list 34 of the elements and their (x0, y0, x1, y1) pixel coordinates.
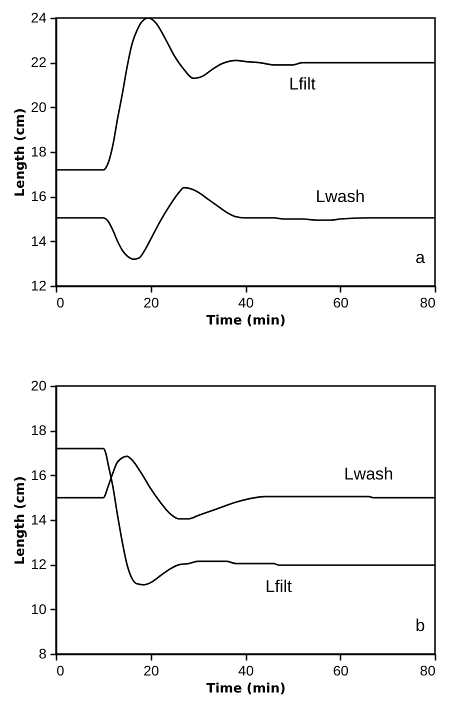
series-label: Lfilt (265, 577, 292, 596)
series-label: Lwash (316, 187, 365, 206)
x-tick-label: 0 (56, 294, 64, 310)
y-tick-label: 18 (30, 144, 47, 160)
x-tick-label: 60 (332, 294, 349, 310)
y-tick-label: 18 (30, 422, 47, 438)
x-axis-title: Time (min) (206, 682, 286, 696)
y-tick-label: 24 (30, 10, 47, 26)
y-tick-label: 16 (30, 188, 47, 204)
y-tick-label: 10 (30, 600, 47, 617)
y-tick-label: 20 (30, 378, 47, 394)
x-tick-label: 40 (238, 294, 254, 310)
x-tick-label: 40 (238, 662, 254, 678)
y-tick-label: 22 (30, 54, 47, 70)
y-tick-label: 20 (30, 98, 47, 115)
y-tick-label: 12 (30, 278, 47, 294)
x-tick-label: 60 (332, 662, 349, 678)
annotation: a (416, 248, 426, 267)
y-tick-label: 12 (30, 556, 47, 572)
x-tick-label: 80 (420, 662, 436, 678)
x-axis-title: Time (min) (206, 314, 286, 328)
y-tick-label: 14 (30, 512, 47, 528)
x-tick-label: 20 (143, 662, 160, 678)
x-tick-label: 20 (143, 294, 160, 310)
y-tick-label: 16 (30, 466, 47, 483)
y-tick-label: 14 (30, 232, 47, 249)
y-tick-label: 8 (38, 646, 47, 662)
y-axis-title: Length (cm) (12, 476, 28, 565)
y-axis-title: Length (cm) (12, 108, 28, 197)
x-tick-label: 80 (420, 294, 436, 310)
series-label: Lwash (344, 464, 394, 484)
series-label: Lfilt (289, 74, 316, 94)
x-tick-label: 0 (56, 662, 64, 678)
annotation: b (416, 616, 425, 635)
